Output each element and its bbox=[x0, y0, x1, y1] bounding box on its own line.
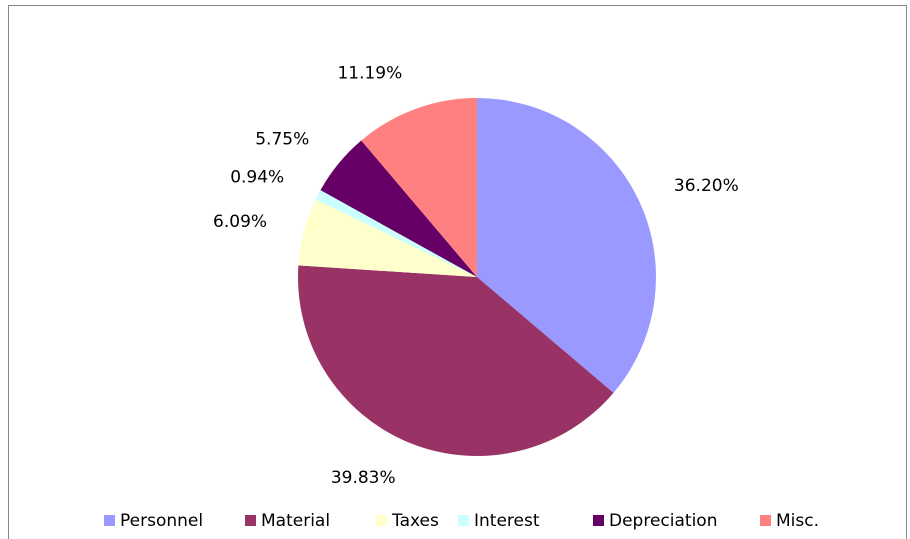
pie-slice bbox=[298, 265, 614, 457]
legend-swatch bbox=[458, 515, 469, 526]
legend-swatch bbox=[104, 515, 115, 526]
legend-swatch bbox=[760, 515, 771, 526]
data-label: 36.20% bbox=[674, 176, 739, 196]
legend-label: Material bbox=[261, 511, 330, 531]
pie-slice bbox=[320, 140, 477, 277]
legend-swatch bbox=[593, 515, 604, 526]
data-label: 0.94% bbox=[230, 167, 284, 187]
legend-label: Personnel bbox=[120, 511, 203, 531]
pie-slice bbox=[315, 190, 477, 277]
legend-swatch bbox=[245, 515, 256, 526]
data-label: 39.83% bbox=[331, 468, 396, 488]
pie-slice bbox=[361, 98, 477, 277]
legend-label: Taxes bbox=[391, 511, 439, 531]
legend-label: Interest bbox=[474, 511, 540, 531]
chart-border bbox=[8, 5, 907, 539]
pie-slice bbox=[477, 98, 656, 393]
data-label: 6.09% bbox=[213, 212, 267, 232]
legend-label: Depreciation bbox=[609, 511, 717, 531]
legend-label: Misc. bbox=[776, 511, 819, 531]
legend-swatch bbox=[376, 515, 387, 526]
data-label: 11.19% bbox=[337, 63, 402, 83]
data-label: 5.75% bbox=[255, 129, 309, 149]
pie-slice bbox=[298, 199, 477, 277]
